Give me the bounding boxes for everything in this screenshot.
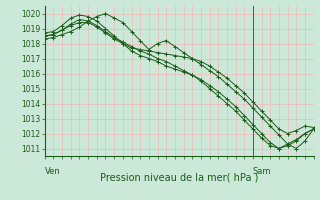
Text: Sam: Sam: [253, 167, 271, 176]
Text: Ven: Ven: [45, 167, 60, 176]
X-axis label: Pression niveau de la mer( hPa ): Pression niveau de la mer( hPa ): [100, 173, 258, 183]
